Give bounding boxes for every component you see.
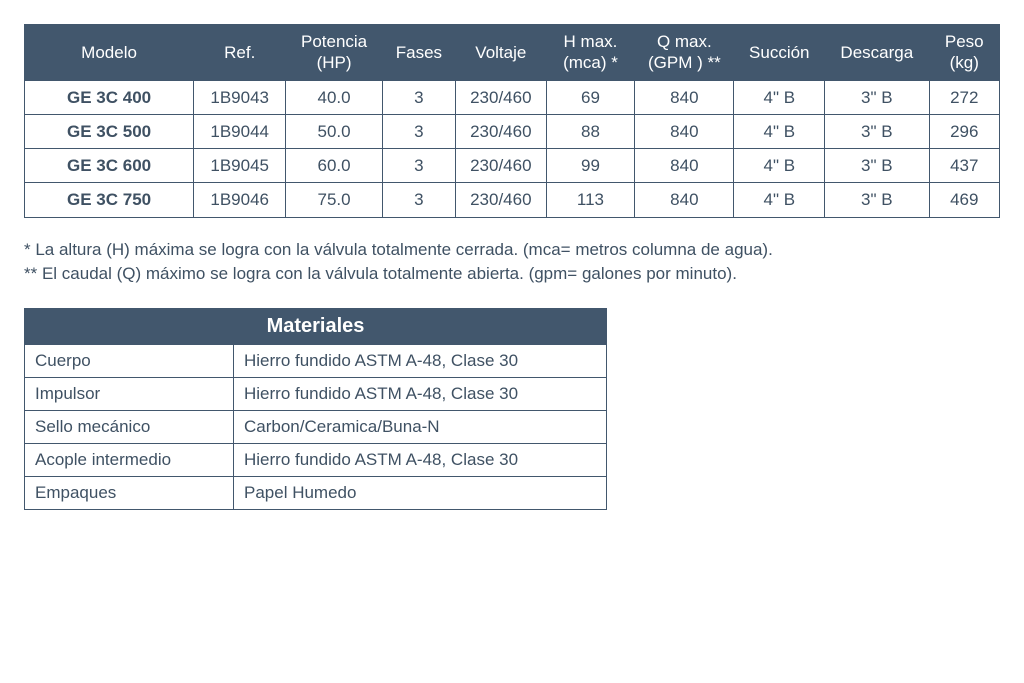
table-row: GE 3C 500 1B9044 50.0 3 230/460 88 840 4… bbox=[25, 114, 1000, 148]
cell-succion: 4" B bbox=[734, 183, 825, 217]
cell-peso: 469 bbox=[929, 183, 999, 217]
material-value: Hierro fundido ASTM A-48, Clase 30 bbox=[234, 344, 607, 377]
col-hmax: H max.(mca) * bbox=[546, 25, 635, 81]
cell-succion: 4" B bbox=[734, 149, 825, 183]
cell-peso: 296 bbox=[929, 114, 999, 148]
cell-modelo: GE 3C 750 bbox=[25, 183, 194, 217]
table-row: Cuerpo Hierro fundido ASTM A-48, Clase 3… bbox=[25, 344, 607, 377]
cell-qmax: 840 bbox=[635, 80, 734, 114]
cell-fases: 3 bbox=[382, 80, 455, 114]
cell-potencia: 50.0 bbox=[286, 114, 383, 148]
cell-peso: 272 bbox=[929, 80, 999, 114]
material-value: Hierro fundido ASTM A-48, Clase 30 bbox=[234, 377, 607, 410]
cell-potencia: 60.0 bbox=[286, 149, 383, 183]
cell-descarga: 3" B bbox=[825, 183, 929, 217]
table-row: Impulsor Hierro fundido ASTM A-48, Clase… bbox=[25, 377, 607, 410]
table-row: Acople intermedio Hierro fundido ASTM A-… bbox=[25, 443, 607, 476]
cell-peso: 437 bbox=[929, 149, 999, 183]
footnote-1: * La altura (H) máxima se logra con la v… bbox=[24, 240, 1000, 260]
cell-modelo: GE 3C 500 bbox=[25, 114, 194, 148]
table-row: GE 3C 750 1B9046 75.0 3 230/460 113 840 … bbox=[25, 183, 1000, 217]
material-value: Hierro fundido ASTM A-48, Clase 30 bbox=[234, 443, 607, 476]
cell-qmax: 840 bbox=[635, 114, 734, 148]
cell-descarga: 3" B bbox=[825, 149, 929, 183]
materials-table: Materiales Cuerpo Hierro fundido ASTM A-… bbox=[24, 308, 607, 510]
cell-succion: 4" B bbox=[734, 114, 825, 148]
cell-descarga: 3" B bbox=[825, 114, 929, 148]
cell-voltaje: 230/460 bbox=[455, 183, 546, 217]
col-peso: Peso(kg) bbox=[929, 25, 999, 81]
cell-fases: 3 bbox=[382, 114, 455, 148]
table-row: Sello mecánico Carbon/Ceramica/Buna-N bbox=[25, 410, 607, 443]
col-ref: Ref. bbox=[194, 25, 286, 81]
material-name: Empaques bbox=[25, 476, 234, 509]
col-qmax: Q max.(GPM ) ** bbox=[635, 25, 734, 81]
material-name: Sello mecánico bbox=[25, 410, 234, 443]
table-row: GE 3C 400 1B9043 40.0 3 230/460 69 840 4… bbox=[25, 80, 1000, 114]
material-value: Papel Humedo bbox=[234, 476, 607, 509]
cell-voltaje: 230/460 bbox=[455, 149, 546, 183]
cell-succion: 4" B bbox=[734, 80, 825, 114]
col-fases: Fases bbox=[382, 25, 455, 81]
cell-ref: 1B9044 bbox=[194, 114, 286, 148]
material-value: Carbon/Ceramica/Buna-N bbox=[234, 410, 607, 443]
cell-voltaje: 230/460 bbox=[455, 80, 546, 114]
cell-hmax: 113 bbox=[546, 183, 635, 217]
cell-fases: 3 bbox=[382, 183, 455, 217]
cell-ref: 1B9045 bbox=[194, 149, 286, 183]
col-succion: Succión bbox=[734, 25, 825, 81]
cell-qmax: 840 bbox=[635, 183, 734, 217]
cell-modelo: GE 3C 600 bbox=[25, 149, 194, 183]
cell-hmax: 99 bbox=[546, 149, 635, 183]
cell-modelo: GE 3C 400 bbox=[25, 80, 194, 114]
material-name: Cuerpo bbox=[25, 344, 234, 377]
material-name: Impulsor bbox=[25, 377, 234, 410]
cell-potencia: 40.0 bbox=[286, 80, 383, 114]
col-potencia: Potencia(HP) bbox=[286, 25, 383, 81]
specs-table: Modelo Ref. Potencia(HP) Fases Voltaje H… bbox=[24, 24, 1000, 218]
specs-header-row: Modelo Ref. Potencia(HP) Fases Voltaje H… bbox=[25, 25, 1000, 81]
col-voltaje: Voltaje bbox=[455, 25, 546, 81]
cell-ref: 1B9046 bbox=[194, 183, 286, 217]
cell-hmax: 69 bbox=[546, 80, 635, 114]
materials-title: Materiales bbox=[25, 308, 607, 344]
cell-fases: 3 bbox=[382, 149, 455, 183]
material-name: Acople intermedio bbox=[25, 443, 234, 476]
cell-qmax: 840 bbox=[635, 149, 734, 183]
cell-potencia: 75.0 bbox=[286, 183, 383, 217]
cell-hmax: 88 bbox=[546, 114, 635, 148]
table-row: GE 3C 600 1B9045 60.0 3 230/460 99 840 4… bbox=[25, 149, 1000, 183]
cell-descarga: 3" B bbox=[825, 80, 929, 114]
table-row: Empaques Papel Humedo bbox=[25, 476, 607, 509]
cell-ref: 1B9043 bbox=[194, 80, 286, 114]
footnotes: * La altura (H) máxima se logra con la v… bbox=[24, 240, 1000, 284]
cell-voltaje: 230/460 bbox=[455, 114, 546, 148]
footnote-2: ** El caudal (Q) máximo se logra con la … bbox=[24, 264, 1000, 284]
col-descarga: Descarga bbox=[825, 25, 929, 81]
col-modelo: Modelo bbox=[25, 25, 194, 81]
